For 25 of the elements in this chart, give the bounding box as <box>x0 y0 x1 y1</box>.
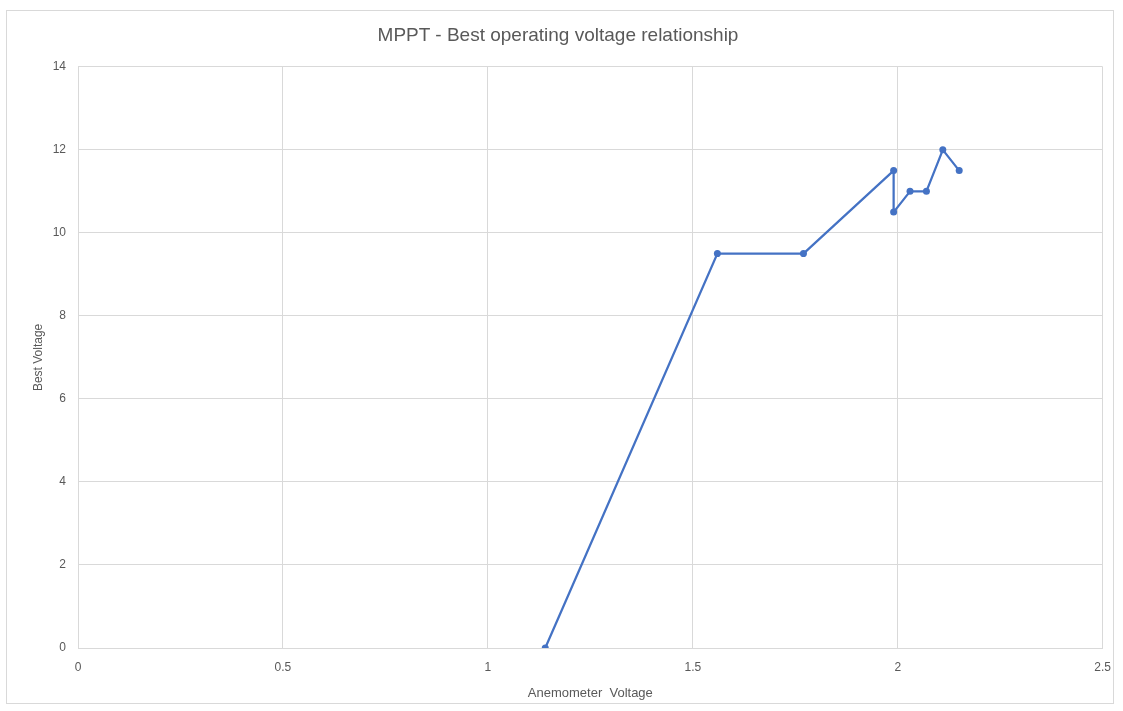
y-tick-label: 6 <box>59 391 67 406</box>
point <box>955 167 963 175</box>
y-tick-label: 10 <box>52 225 67 240</box>
x-tick-label: 2 <box>894 659 902 674</box>
y-tick-label: 4 <box>59 474 67 489</box>
x-tick-label: 1 <box>484 659 492 674</box>
x-tick-label: 0.5 <box>274 659 292 674</box>
point <box>799 250 807 258</box>
point <box>922 187 930 195</box>
point <box>890 167 898 175</box>
point <box>939 146 947 154</box>
y-tick-label: 8 <box>59 308 67 323</box>
x-tick-label: 1.5 <box>684 659 702 674</box>
point <box>890 208 898 216</box>
point <box>713 250 721 258</box>
x-tick-label: 0 <box>74 659 82 674</box>
y-axis-title: Best Voltage <box>30 323 45 392</box>
y-tick-label: 14 <box>52 59 67 74</box>
y-tick-label: 0 <box>59 640 67 655</box>
y-tick-label: 2 <box>59 557 67 572</box>
point <box>906 187 914 195</box>
chart-title: MPPT - Best operating voltage relationship <box>377 23 739 45</box>
y-tick-label: 12 <box>52 142 67 157</box>
x-tick-label: 2.5 <box>1094 659 1112 674</box>
x-axis-title: Anemometer Voltage <box>527 684 653 700</box>
